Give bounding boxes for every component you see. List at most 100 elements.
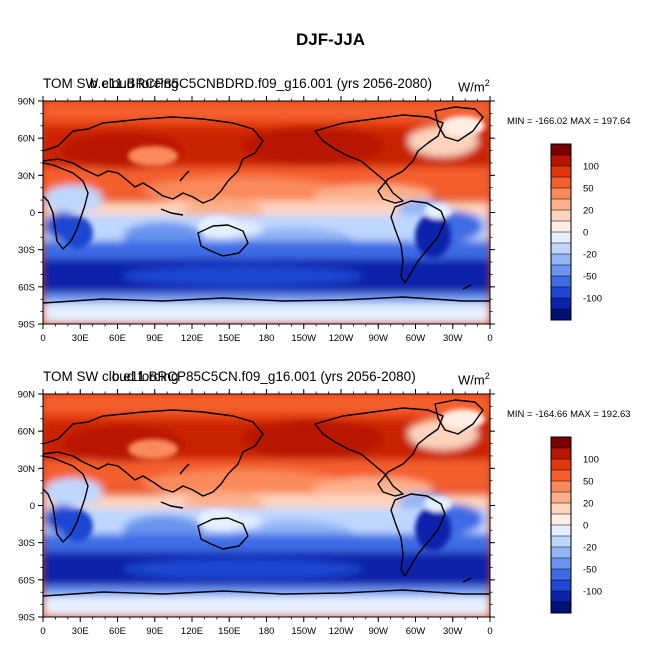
lon-label: 120E — [181, 626, 203, 637]
colorbar-swatch — [551, 492, 571, 504]
colorbar-label: -50 — [583, 272, 597, 283]
lat-label: 90S — [18, 613, 35, 624]
colorbar-label: 100 — [583, 455, 599, 466]
lon-label: 0 — [40, 333, 45, 344]
colorbar-swatch — [551, 254, 571, 266]
lon-label: 150W — [291, 333, 316, 344]
lat-label: 60N — [18, 427, 36, 438]
colorbar-label: 20 — [583, 206, 594, 217]
colorbar-swatch — [551, 287, 571, 299]
lat-label: 30N — [18, 171, 36, 182]
colorbar-swatch — [551, 309, 571, 321]
lon-label: 120E — [181, 333, 203, 344]
colorbar-swatch — [551, 580, 571, 592]
lat-label: 60N — [18, 134, 36, 145]
lon-label: 180 — [259, 626, 275, 637]
panel-1-minmax: MIN = -166.02 MAX = 197.64 — [507, 116, 631, 127]
colorbar-label: 50 — [583, 184, 594, 195]
colorbar-swatch — [551, 166, 571, 178]
colorbar-swatch — [551, 547, 571, 559]
colorbar-swatch — [551, 155, 571, 167]
lon-label: 30W — [443, 333, 463, 344]
lat-label: 90S — [18, 320, 35, 331]
lat-label: 0 — [30, 501, 35, 512]
colorbar-swatch — [551, 221, 571, 233]
lat-label: 90N — [18, 97, 36, 108]
colorbar-swatch — [551, 243, 571, 255]
lon-label: 90E — [146, 626, 163, 637]
lat-label: 30S — [18, 245, 35, 256]
panel-1-units: W/m2 — [458, 78, 490, 95]
lon-label: 180 — [259, 333, 275, 344]
lon-label: 0 — [487, 333, 492, 344]
colorbar-swatch — [551, 232, 571, 244]
colorbar-swatch — [551, 514, 571, 526]
axes-layer: 90N 60N 30N 0 30S 60S 90S 0 30E 60E 90E 120E 150E 180… — [18, 96, 495, 637]
lat-label: 30S — [18, 538, 35, 549]
panel-1-left-title: TOM SW cloud forcing — [43, 76, 179, 91]
panel-2-left-title: TOM SW cloud forcing — [43, 369, 179, 384]
colorbar-swatch — [551, 569, 571, 581]
colorbar-swatch — [551, 188, 571, 200]
colorbar-label: 0 — [583, 228, 588, 239]
colorbar-label: 20 — [583, 499, 594, 510]
colorbar-swatch — [551, 591, 571, 603]
lon-label: 150W — [291, 626, 316, 637]
panel-2-units: W/m2 — [458, 371, 490, 388]
lon-label: 30W — [443, 626, 463, 637]
colorbar-swatch — [551, 298, 571, 310]
lon-label: 120W — [329, 333, 354, 344]
colorbar-label: 100 — [583, 162, 599, 173]
colorbar-swatch — [551, 470, 571, 482]
lon-label: 90W — [368, 333, 388, 344]
lon-label: 60W — [406, 626, 426, 637]
lon-label: 60W — [406, 333, 426, 344]
lon-label: 150E — [218, 626, 240, 637]
colorbar-swatch — [551, 503, 571, 515]
lat-label: 0 — [30, 208, 35, 219]
colorbar-swatch — [551, 210, 571, 222]
colorbars-layer: 100 50 20 0 -20 -50 -100 100 50 20 0 -20 -50 -100 — [550, 143, 602, 614]
lon-label: 90W — [368, 626, 388, 637]
lat-label: 90N — [18, 390, 36, 401]
colorbar-swatch — [551, 481, 571, 493]
colorbar-label: 0 — [583, 521, 588, 532]
map-panel-2 — [42, 393, 491, 618]
lon-label: 0 — [40, 626, 45, 637]
colorbar-swatch — [551, 265, 571, 277]
colorbar-swatch — [551, 536, 571, 548]
colorbar-swatch — [551, 199, 571, 211]
page-title: DJF-JJA — [296, 30, 365, 49]
panel-1-center-title: b.e11.BRCP85C5CNBDRD.f09_g16.001 (yrs 20… — [90, 76, 432, 91]
colorbar-swatch — [551, 525, 571, 537]
lon-label: 30E — [72, 333, 89, 344]
colorbar-label: -20 — [583, 250, 597, 261]
lat-label: 60S — [18, 575, 35, 586]
colorbar-swatch — [551, 558, 571, 570]
lon-label: 120W — [329, 626, 354, 637]
lat-label: 30N — [18, 464, 36, 475]
colorbar-label: -50 — [583, 565, 597, 576]
panel-2-minmax: MIN = -164.66 MAX = 192.63 — [507, 409, 631, 420]
colorbar-label: 50 — [583, 477, 594, 488]
colorbar-label: -100 — [583, 587, 602, 598]
lat-label: 60S — [18, 282, 35, 293]
colorbar-swatch — [551, 276, 571, 288]
lon-label: 30E — [72, 626, 89, 637]
map-panel-1 — [42, 100, 491, 325]
lon-label: 150E — [218, 333, 240, 344]
panel-2-center-title: b.e11.BRCP85C5CN.f09_g16.001 (yrs 2056-2… — [112, 369, 416, 384]
colorbar-swatch — [551, 177, 571, 189]
colorbar-label: -20 — [583, 543, 597, 554]
colorbar-swatch — [551, 602, 571, 614]
lon-label: 60E — [109, 626, 126, 637]
lon-label: 0 — [487, 626, 492, 637]
colorbar-label: -100 — [583, 294, 602, 305]
colorbar-swatch — [551, 448, 571, 460]
colorbar-swatch — [551, 437, 571, 449]
lon-label: 60E — [109, 333, 126, 344]
colorbar-swatch — [551, 144, 571, 156]
colorbar-swatch — [551, 459, 571, 471]
lon-label: 90E — [146, 333, 163, 344]
